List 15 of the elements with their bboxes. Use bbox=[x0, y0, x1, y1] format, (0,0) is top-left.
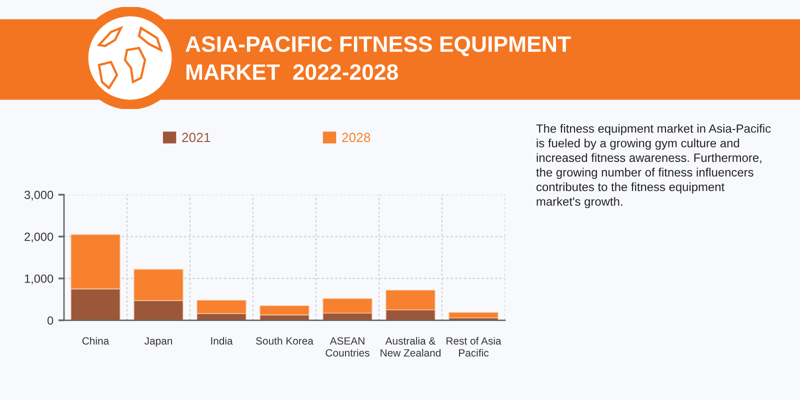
y-tick-label: 1,000 bbox=[24, 274, 54, 284]
x-tick-label: South Korea bbox=[256, 336, 314, 345]
y-tick-label: 3,000 bbox=[24, 190, 54, 200]
x-tick-label: China bbox=[82, 336, 110, 345]
y-tick-label: 0 bbox=[47, 316, 54, 325]
legend-label: 2028 bbox=[342, 132, 370, 142]
chart-title: ASIA-PACIFIC FITNESS EQUIPMENT MARKET 2022-2028 bbox=[186, 36, 571, 80]
text: The fitness equipment market in Asia-Pacific is fueled by a growing gym culture and increased fitness awareness. Furthermore, the growing number of fitness influencers contributes to the fitness equipment market's growth. bbox=[536, 124, 771, 208]
x-tick-label: India bbox=[211, 336, 233, 345]
x-tick-label: ASEAN Countries bbox=[326, 337, 370, 357]
legend-label: 2021 bbox=[182, 132, 210, 142]
x-tick-label: Australia & New Zealand bbox=[380, 336, 441, 357]
x-tick-label: Japan bbox=[144, 337, 172, 347]
x-tick-label: Rest of Asia Pacific bbox=[446, 336, 502, 357]
y-tick-label: 2,000 bbox=[24, 232, 54, 242]
